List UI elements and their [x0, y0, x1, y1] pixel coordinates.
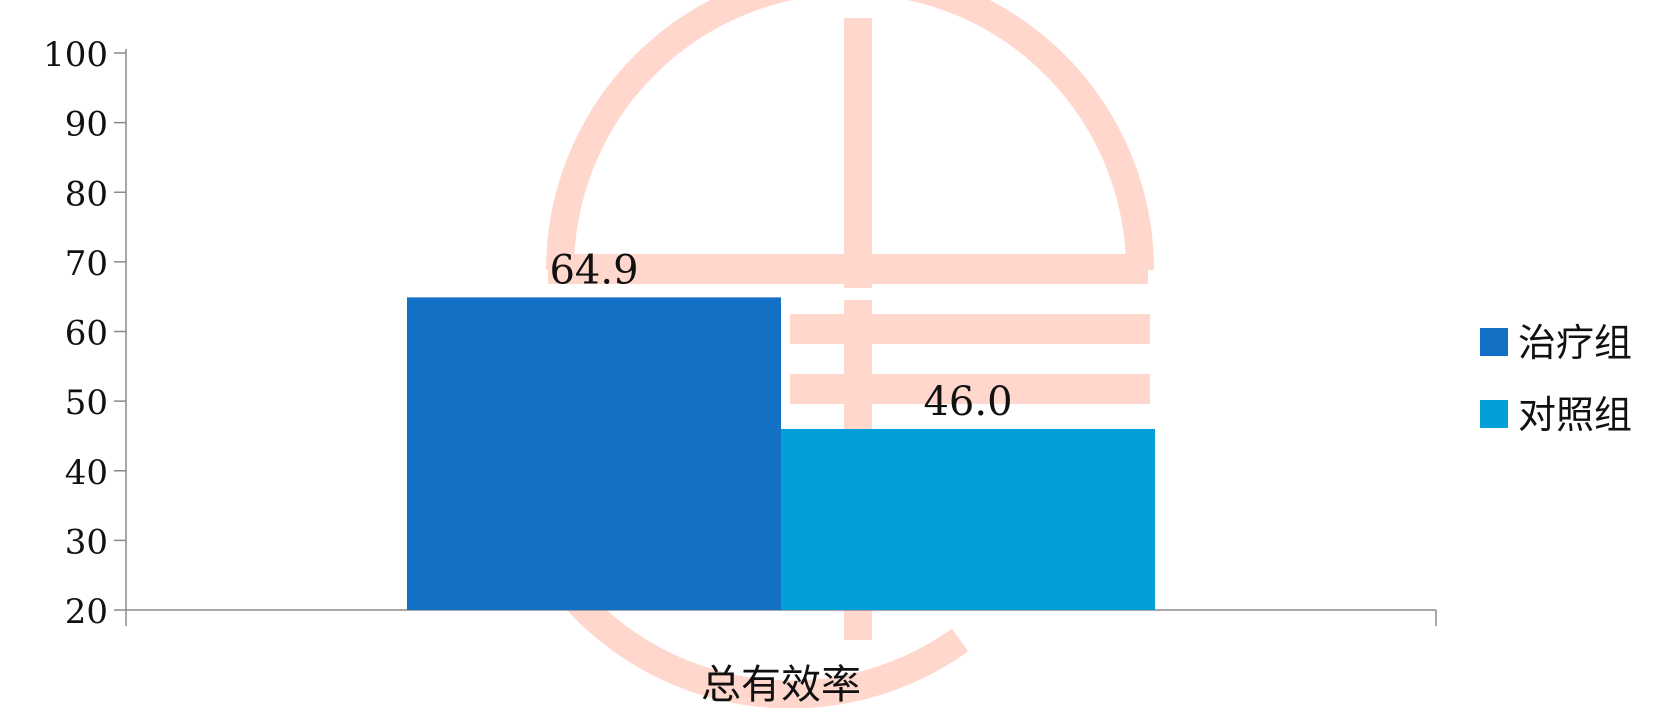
legend-swatch: [1480, 400, 1508, 428]
data-labels: 64.9 46.0: [549, 247, 1012, 425]
data-label: 64.9: [549, 247, 638, 293]
legend-label: 治疗组: [1518, 321, 1632, 365]
x-axis-ticks: 总有效率: [701, 662, 861, 708]
y-tick-label: 50: [65, 383, 108, 423]
y-tick-label: 80: [65, 174, 108, 214]
bar-treatment: [407, 297, 781, 610]
y-tick-label: 60: [65, 314, 108, 354]
bars: [407, 297, 1155, 610]
y-tick-label: 70: [65, 244, 108, 284]
y-tick-label: 20: [65, 592, 108, 632]
y-tick-label: 100: [43, 35, 108, 75]
legend-swatch: [1480, 328, 1508, 356]
bar-control: [781, 428, 1155, 610]
y-tick-label: 90: [65, 105, 108, 145]
legend-label: 对照组: [1518, 393, 1632, 437]
y-tick-label: 30: [65, 522, 108, 562]
data-label: 46.0: [923, 379, 1012, 425]
x-category-label: 总有效率: [701, 662, 861, 708]
y-axis-ticks: 20 30 40 50 60 70 80 90 100: [43, 35, 126, 632]
y-tick-label: 40: [65, 453, 108, 493]
